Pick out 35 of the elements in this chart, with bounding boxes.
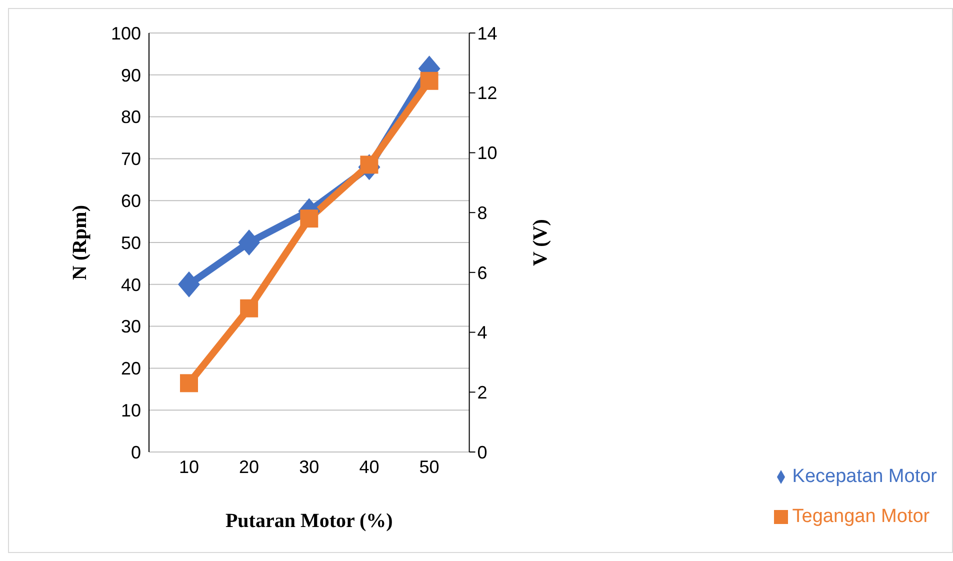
y-tick-label: 70 — [120, 149, 141, 170]
y2-tick-label: 8 — [477, 202, 488, 223]
x-axis-title: Putaran Motor (%) — [225, 510, 393, 532]
y2-axis-title: V (V) — [529, 219, 552, 266]
point — [238, 230, 260, 256]
x-tick-label: 10 — [178, 456, 200, 477]
y2-tick-label: 10 — [477, 143, 498, 164]
point — [180, 374, 198, 392]
y-tick-label: 60 — [120, 190, 141, 211]
y-tick-label: 30 — [120, 316, 141, 337]
y2-tick-label: 2 — [477, 382, 488, 403]
point — [420, 72, 438, 90]
y-tick-label: 0 — [130, 442, 141, 462]
y2-tick-label: 4 — [477, 322, 488, 343]
y-tick-label: 10 — [120, 400, 141, 420]
x-tick-label: 20 — [239, 456, 260, 477]
x-tick-label: 30 — [299, 456, 320, 477]
y-tick-label: 90 — [120, 65, 141, 86]
legend-label: Tegangan Motor — [792, 506, 930, 527]
y2-tick-label: 6 — [477, 262, 488, 283]
y2-tick-label: 12 — [477, 83, 498, 104]
y2-tick-label: 14 — [477, 23, 498, 44]
y-tick-label: 80 — [120, 107, 141, 128]
point — [178, 271, 200, 298]
x-tick-label: 40 — [359, 456, 380, 477]
y-tick-label: 100 — [110, 23, 141, 44]
x-tick-label: 50 — [419, 456, 440, 477]
point — [240, 299, 258, 318]
point — [300, 210, 318, 228]
y-tick-label: 20 — [120, 358, 141, 379]
y-axis-title: N (Rpm) — [69, 205, 92, 280]
legend-label: Kecepatan Motor — [792, 466, 937, 487]
y2-tick-label: 0 — [477, 442, 488, 462]
y-tick-label: 50 — [120, 232, 141, 253]
y-tick-label: 40 — [120, 274, 141, 295]
